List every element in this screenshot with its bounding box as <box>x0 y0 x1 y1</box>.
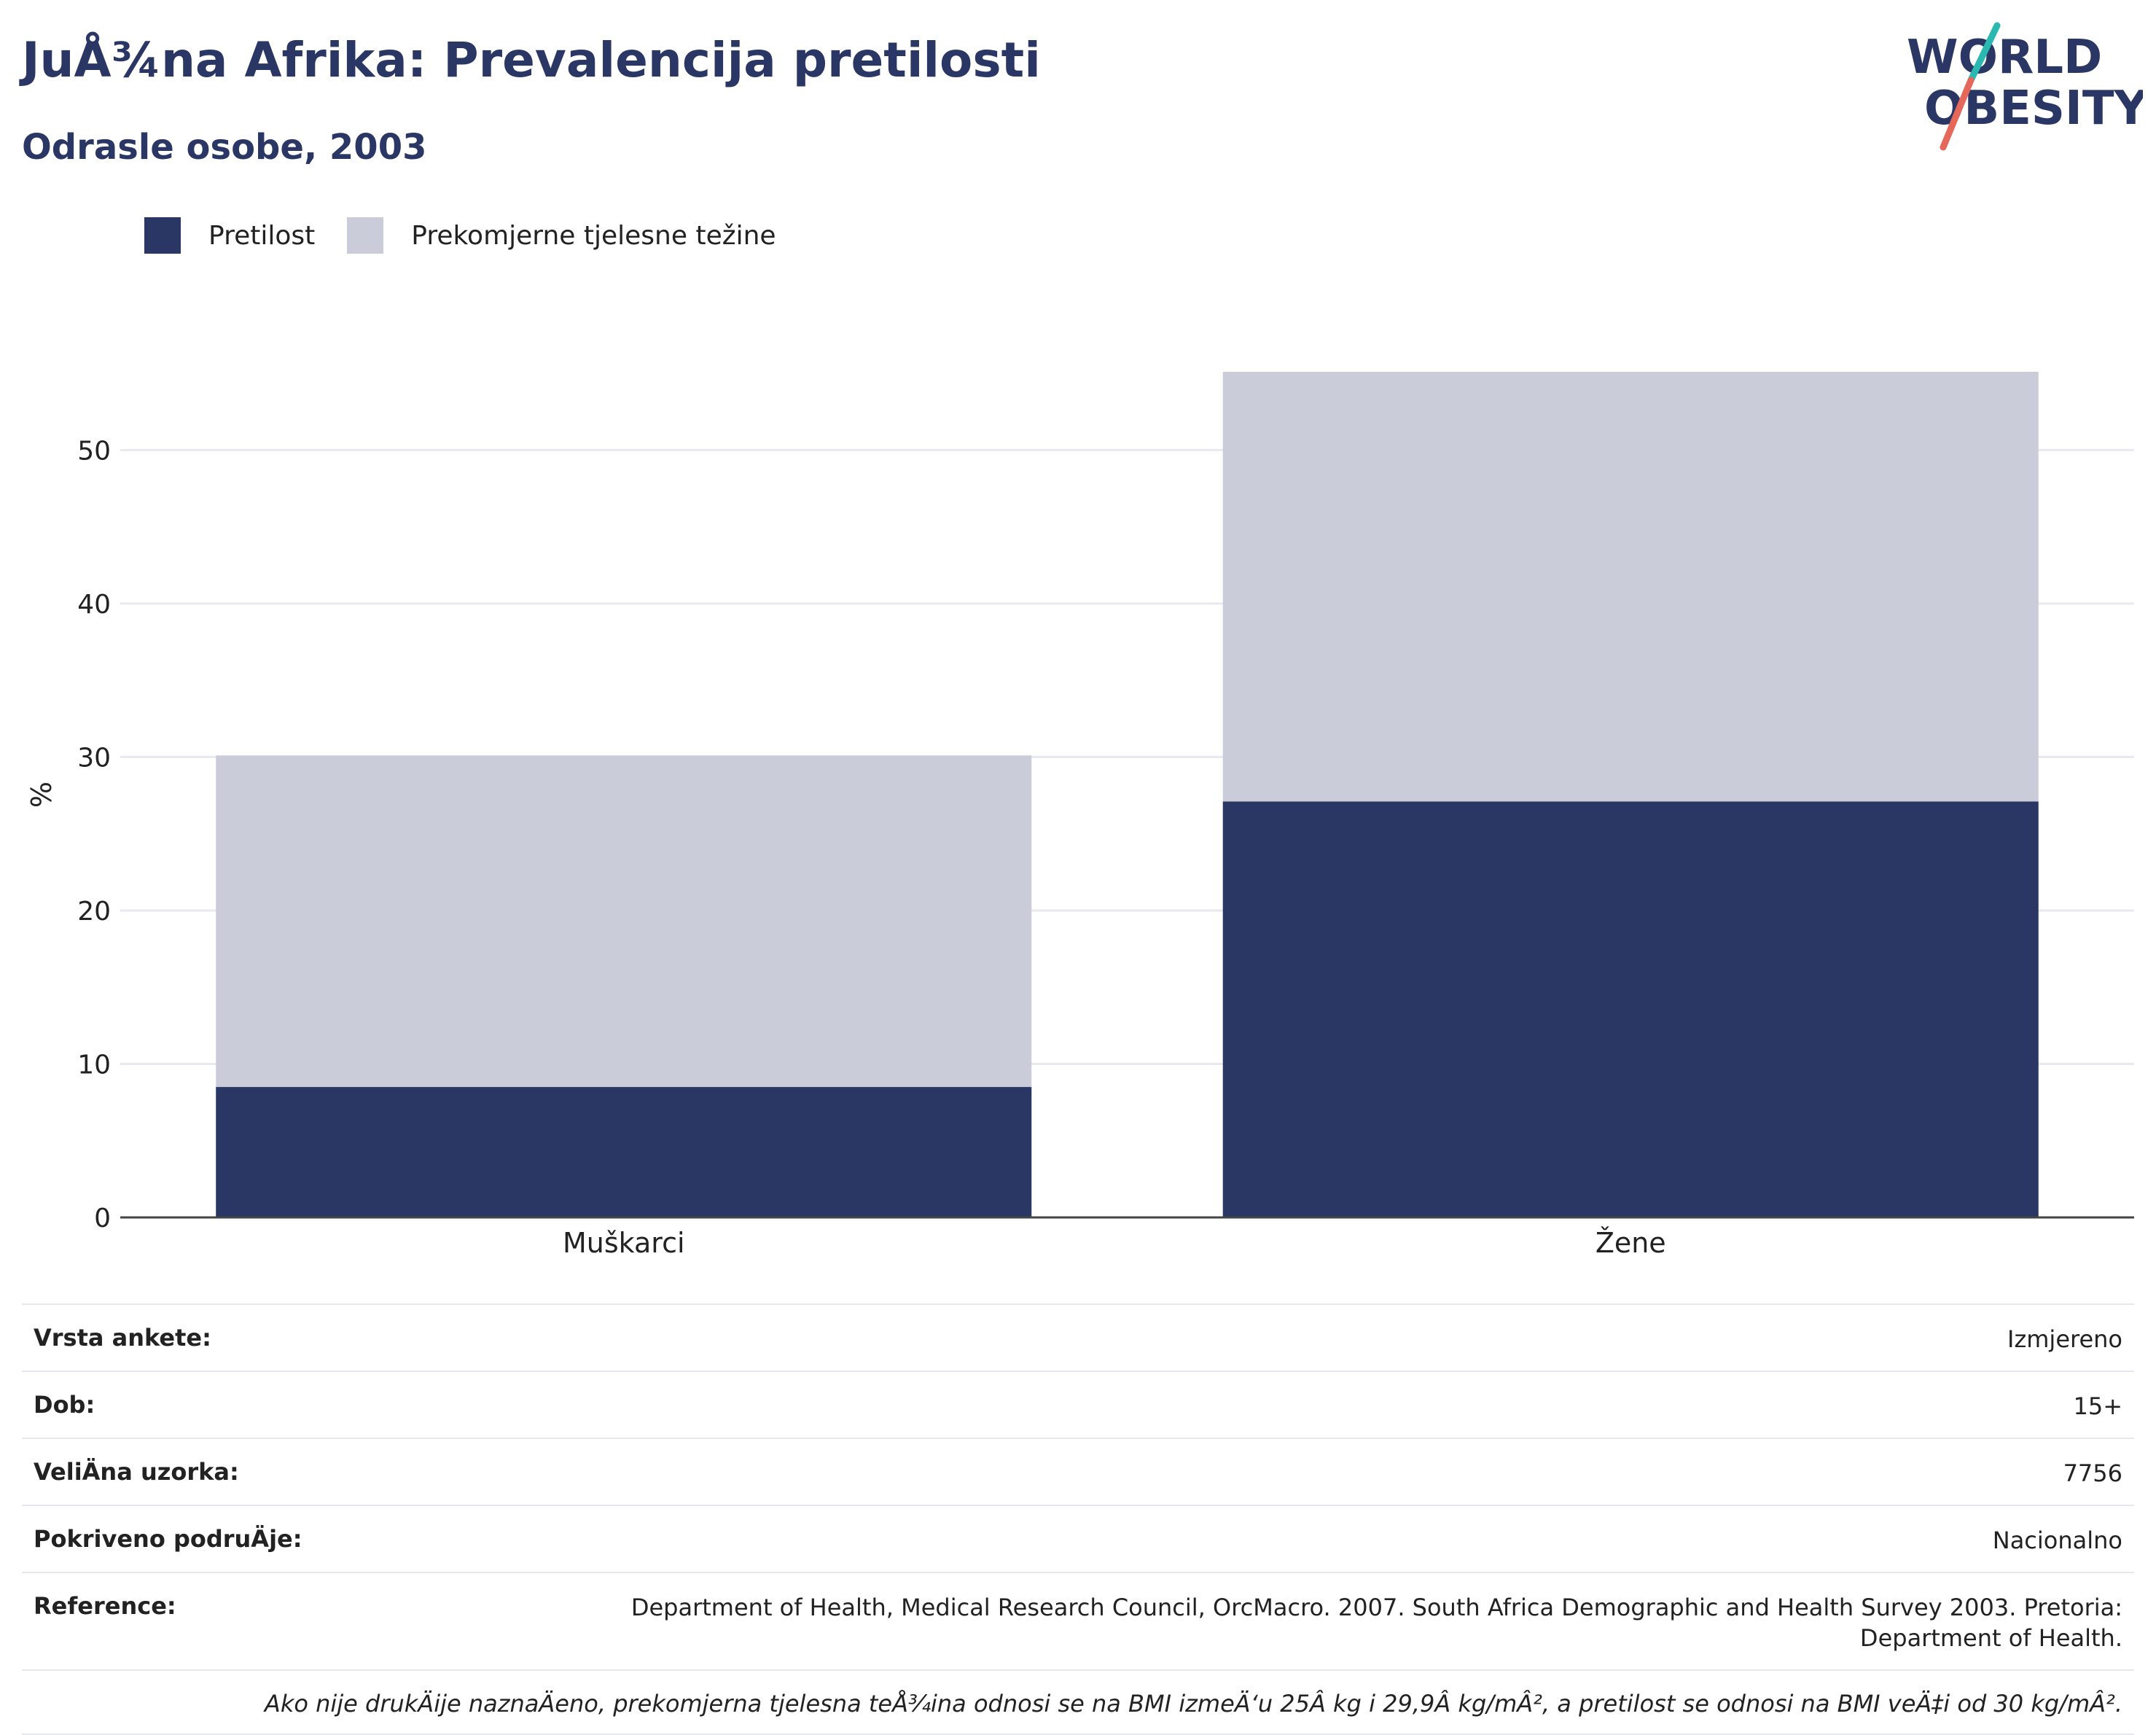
info-row-label: Reference: <box>34 1592 176 1620</box>
chart-legend: Pretilost Prekomjerne tjelesne težine <box>144 217 808 254</box>
info-row: Reference: Department of Health, Medical … <box>22 1572 2134 1669</box>
x-tick-label-0: Muškarci <box>563 1227 685 1259</box>
info-row-value: 15+ <box>2073 1392 2122 1420</box>
world-obesity-logo: WORLD OBESITY <box>1907 22 2143 151</box>
legend-label-pretilost: Pretilost <box>208 220 316 251</box>
info-row-value: Department of Health, Medical Research C… <box>630 1594 2122 1652</box>
y-axis-label: % <box>26 781 58 808</box>
bar-pretilost-0 <box>216 1087 1032 1217</box>
logo-teal-stroke <box>1967 22 2001 84</box>
info-row: Dob: 15+ <box>22 1371 2134 1438</box>
bar-prekomjerne-0 <box>216 755 1032 1088</box>
info-row: Pokriveno podruÄje: Nacionalno <box>22 1505 2134 1572</box>
chart-title: JuÅ¾na Afrika: Prevalencija pretilosti <box>22 32 1041 88</box>
footnote: Ako nije drukÄije naznaÄeno, prekomjerna… <box>22 1669 2134 1735</box>
y-tick-label-20: 20 <box>77 897 111 927</box>
info-row-value: Izmjereno <box>2007 1325 2122 1353</box>
y-tick-label-30: 30 <box>77 743 111 773</box>
chart-subtitle: Odrasle osobe, 2003 <box>22 127 427 168</box>
bar-prekomjerne-1 <box>1222 372 2039 802</box>
info-row: Vrsta ankete: Izmjereno <box>22 1303 2134 1371</box>
y-tick-label-0: 0 <box>94 1204 111 1233</box>
x-tick-label-1: Žene <box>1595 1227 1666 1259</box>
survey-info-table: Vrsta ankete: Izmjereno Dob: 15+ VeliÄna uzo… <box>22 1303 2134 1735</box>
logo-red-stroke <box>1940 77 1975 151</box>
y-tick-label-40: 40 <box>77 590 111 620</box>
legend-item-prekomjerne[interactable]: Prekomjerne tjelesne težine <box>347 217 776 254</box>
legend-swatch-pretilost <box>144 217 181 254</box>
info-row-value: Nacionalno <box>1992 1527 2122 1554</box>
info-row-label: Dob: <box>34 1391 95 1419</box>
legend-label-prekomjerne: Prekomjerne tjelesne težine <box>411 220 776 251</box>
y-tick-label-50: 50 <box>77 436 111 466</box>
y-tick-label-10: 10 <box>77 1050 111 1080</box>
info-row-label: VeliÄna uzorka: <box>34 1458 239 1486</box>
info-row-label: Pokriveno podruÄje: <box>34 1525 302 1553</box>
bar-chart: 0 10 20 30 40 50% Muškarci Žene <box>26 372 2134 1259</box>
info-row-label: Vrsta ankete: <box>34 1324 211 1352</box>
legend-swatch-prekomjerne <box>347 217 384 254</box>
info-row-value: 7756 <box>2063 1459 2122 1487</box>
bar-pretilost-1 <box>1222 801 2039 1217</box>
legend-item-pretilost[interactable]: Pretilost <box>144 217 315 254</box>
logo-word-world: WORLD <box>1907 31 2102 85</box>
info-row: VeliÄna uzorka: 7756 <box>22 1438 2134 1505</box>
